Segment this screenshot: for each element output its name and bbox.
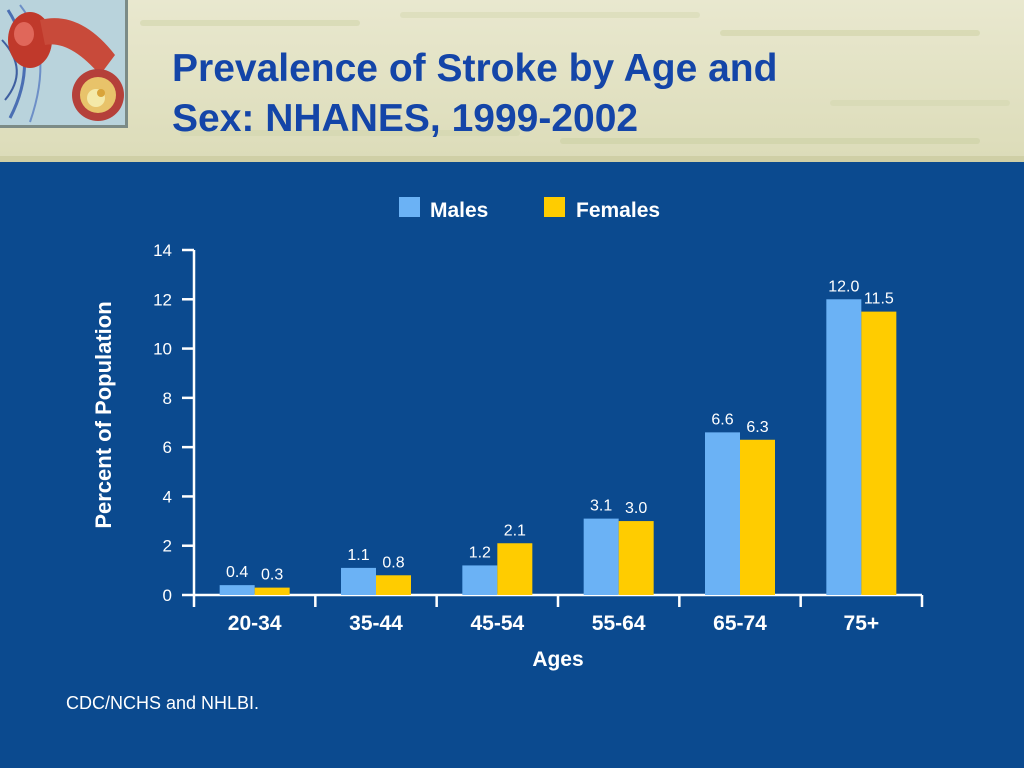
y-tick-label: 12: [153, 290, 172, 309]
x-tick-label: 75+: [844, 612, 880, 635]
legend-label-males: Males: [430, 199, 488, 222]
x-tick-label: 65-74: [713, 612, 767, 635]
y-tick-label: 14: [153, 241, 172, 260]
bar-males: [826, 299, 862, 595]
y-tick-label: 4: [163, 487, 172, 506]
bar-value-label: 6.3: [746, 419, 768, 436]
bar-females: [618, 521, 654, 595]
bar-value-label: 0.3: [261, 567, 283, 584]
bar-value-label: 0.8: [382, 554, 404, 571]
y-axis-title: Percent of Population: [91, 301, 116, 528]
bar-males: [341, 567, 376, 595]
legend-label-females: Females: [576, 199, 660, 222]
y-tick-label: 6: [163, 438, 172, 457]
bar-value-label: 3.0: [625, 500, 647, 517]
legend-swatch-females: [544, 197, 565, 217]
bar-value-label: 1.1: [347, 547, 369, 564]
heart-artery-logo: [0, 0, 128, 128]
x-tick-label: 35-44: [349, 612, 403, 635]
x-tick-label: 45-54: [470, 612, 524, 635]
bar-females: [376, 575, 411, 595]
bar-females: [740, 439, 775, 595]
source-note: CDC/NCHS and NHLBI.: [66, 693, 260, 713]
bar-value-label: 12.0: [828, 278, 859, 295]
bar-value-label: 6.6: [711, 411, 733, 428]
header-divider: [0, 156, 1024, 162]
bar-males: [705, 432, 740, 595]
x-axis-title: Ages: [532, 648, 583, 671]
bar-males: [219, 585, 255, 595]
bar-females: [254, 587, 290, 595]
bar-value-label: 2.1: [504, 522, 526, 539]
bar-value-label: 1.2: [469, 544, 491, 561]
bar-females: [497, 543, 533, 595]
bar-females: [861, 311, 897, 595]
heart-artery-icon: [0, 0, 125, 125]
slide-title: Prevalence of Stroke by Age and Sex: NHA…: [172, 44, 992, 144]
bar-value-label: 0.4: [226, 564, 248, 581]
slide-header: Prevalence of Stroke by Age and Sex: NHA…: [0, 0, 1024, 160]
y-tick-label: 0: [163, 586, 172, 605]
bar-males: [583, 518, 619, 595]
y-tick-label: 8: [163, 389, 172, 408]
bar-males: [462, 565, 498, 595]
y-tick-label: 10: [153, 340, 172, 359]
x-tick-label: 55-64: [592, 612, 646, 635]
title-line-2: Sex: NHANES, 1999-2002: [172, 97, 639, 140]
bar-value-label: 11.5: [864, 291, 894, 308]
legend-swatch-males: [399, 197, 420, 217]
y-tick-label: 2: [163, 537, 172, 556]
bar-value-label: 3.1: [590, 498, 612, 515]
title-line-1: Prevalence of Stroke by Age and: [172, 47, 778, 90]
x-tick-label: 20-34: [228, 612, 282, 635]
